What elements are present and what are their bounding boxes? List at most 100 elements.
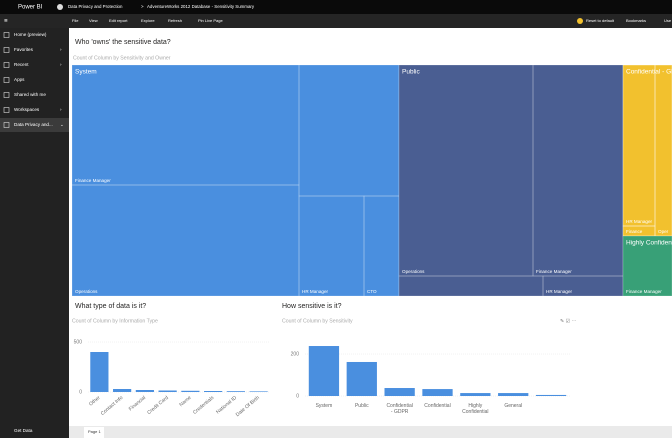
nav-item[interactable]: Data Privacy and... — [14, 122, 53, 127]
treemap-title: Who 'owns' the sensitive data? — [75, 39, 171, 46]
treemap-group-label: Highly Confidential — [626, 240, 672, 247]
toolbar-button[interactable]: Bookmarks — [626, 18, 646, 23]
nav-chevron: › — [60, 107, 62, 112]
x-tick-label: Public — [355, 403, 369, 409]
y-tick-label: 0 — [79, 389, 82, 395]
toolbar-button[interactable]: Edit report — [109, 18, 128, 23]
treemap-group — [623, 65, 672, 236]
nav-footer[interactable]: Get Data — [14, 428, 33, 433]
chart-subtitle: Count of Column by Information Type — [72, 318, 158, 324]
nav-chevron: › — [60, 47, 62, 52]
nav-icon — [3, 62, 10, 68]
bar — [181, 390, 200, 392]
nav-icon — [3, 32, 10, 38]
bar — [535, 394, 567, 396]
toolbar — [0, 14, 672, 28]
breadcrumb-workspace[interactable]: Data Privacy and Protection — [68, 4, 123, 9]
page-tab-active — [84, 427, 104, 438]
treemap-group-label: Confidential - GDPR — [626, 69, 672, 76]
treemap-tile-label: Finance Manager — [75, 178, 111, 183]
treemap-tile-label: Operations — [402, 269, 425, 274]
toolbar-button[interactable]: Reset to default — [586, 18, 615, 23]
x-tick-label: General — [504, 403, 522, 409]
x-tick-label: System — [316, 403, 333, 409]
bar — [308, 346, 340, 396]
nav-item[interactable]: Recent — [14, 62, 29, 67]
nav-item[interactable]: Home (preview) — [14, 32, 47, 37]
toolbar-button[interactable]: File — [72, 18, 79, 23]
toolbar-button[interactable]: Use — [664, 18, 672, 23]
x-tick-label: Highly Confidential — [462, 403, 488, 415]
treemap-tile-label: Finance — [626, 229, 643, 234]
nav-item[interactable]: Workspaces — [14, 107, 40, 112]
treemap-group-label: System — [75, 69, 97, 76]
treemap-group-label: Public — [402, 69, 420, 76]
bar — [460, 393, 491, 396]
nav-icon — [3, 92, 10, 98]
bar — [90, 352, 109, 392]
treemap-tile-label: HR Manager — [546, 289, 573, 294]
treemap-group — [623, 236, 672, 296]
treemap-tile-label: Oper — [658, 229, 669, 234]
x-tick-label: Confidential — [424, 403, 450, 409]
treemap-tile-label: Finance Manager — [536, 269, 572, 274]
x-tick-label: Confidential - GDPR — [386, 403, 412, 415]
nav-icon — [3, 47, 10, 53]
treemap-tile — [398, 275, 544, 296]
bar — [226, 391, 245, 392]
app-name: Power BI — [18, 5, 43, 11]
toolbar-button[interactable]: Pin Live Page — [198, 18, 223, 23]
treemap-tile-label: HR Manager — [302, 289, 329, 294]
bar — [204, 391, 223, 392]
toolbar-button[interactable]: View — [89, 18, 98, 23]
workspace-icon — [57, 4, 63, 10]
focus-icon[interactable]: ✎ ☑ ⋯ — [560, 318, 576, 324]
treemap-tile — [622, 235, 672, 296]
nav-selected — [0, 118, 69, 132]
nav-icon — [3, 77, 10, 83]
treemap-tile-label: CTO — [367, 289, 377, 294]
bar — [249, 391, 268, 392]
y-tick-label: 200 — [291, 351, 300, 357]
reset-icon — [577, 18, 583, 24]
treemap-tile-label: Finance Manager — [626, 289, 662, 294]
bar — [158, 390, 177, 392]
nav-icon — [3, 122, 10, 128]
treemap-subtitle: Count of Column by Sensitivity and Owner — [73, 55, 171, 61]
nav-chevron: ⌄ — [60, 122, 64, 127]
breadcrumb-report: AdventureWorks 2012 Database - Sensitivi… — [147, 4, 255, 9]
bar — [498, 393, 529, 396]
nav-icon — [3, 107, 10, 113]
toolbar-button[interactable]: Explore — [141, 18, 155, 23]
treemap-group — [72, 65, 399, 296]
nav-item[interactable]: Apps — [14, 77, 25, 82]
page-tabs — [69, 426, 672, 438]
nav-item[interactable]: Favorites — [14, 47, 34, 52]
chart-title: What type of data is it? — [75, 303, 146, 310]
y-tick-label: 0 — [296, 393, 299, 399]
nav-item[interactable]: Shared with me — [14, 92, 46, 97]
treemap-tile-label: HR Manager — [626, 219, 653, 224]
treemap-tile — [72, 65, 300, 186]
bar — [113, 389, 132, 392]
bar — [384, 388, 415, 396]
toolbar-button[interactable]: Refresh — [168, 18, 182, 23]
bar — [346, 361, 377, 396]
treemap-tile — [298, 195, 365, 296]
chart-title: How sensitive is it? — [282, 303, 342, 310]
title-bar — [0, 0, 672, 14]
bar — [135, 390, 154, 392]
treemap-tile — [72, 184, 300, 296]
treemap-tile-label: Operations — [75, 289, 98, 294]
nav-chevron: › — [60, 62, 62, 67]
y-tick-label: 500 — [74, 339, 83, 345]
menu-icon[interactable]: ≡ — [4, 19, 8, 25]
breadcrumb-sep: > — [141, 4, 144, 9]
treemap-tile — [398, 65, 534, 277]
page-tab[interactable]: Page 1 — [88, 429, 101, 434]
treemap-group — [399, 65, 623, 296]
nav-pane — [0, 28, 69, 438]
chart-subtitle: Count of Column by Sensitivity — [282, 318, 353, 324]
bar — [422, 389, 453, 396]
